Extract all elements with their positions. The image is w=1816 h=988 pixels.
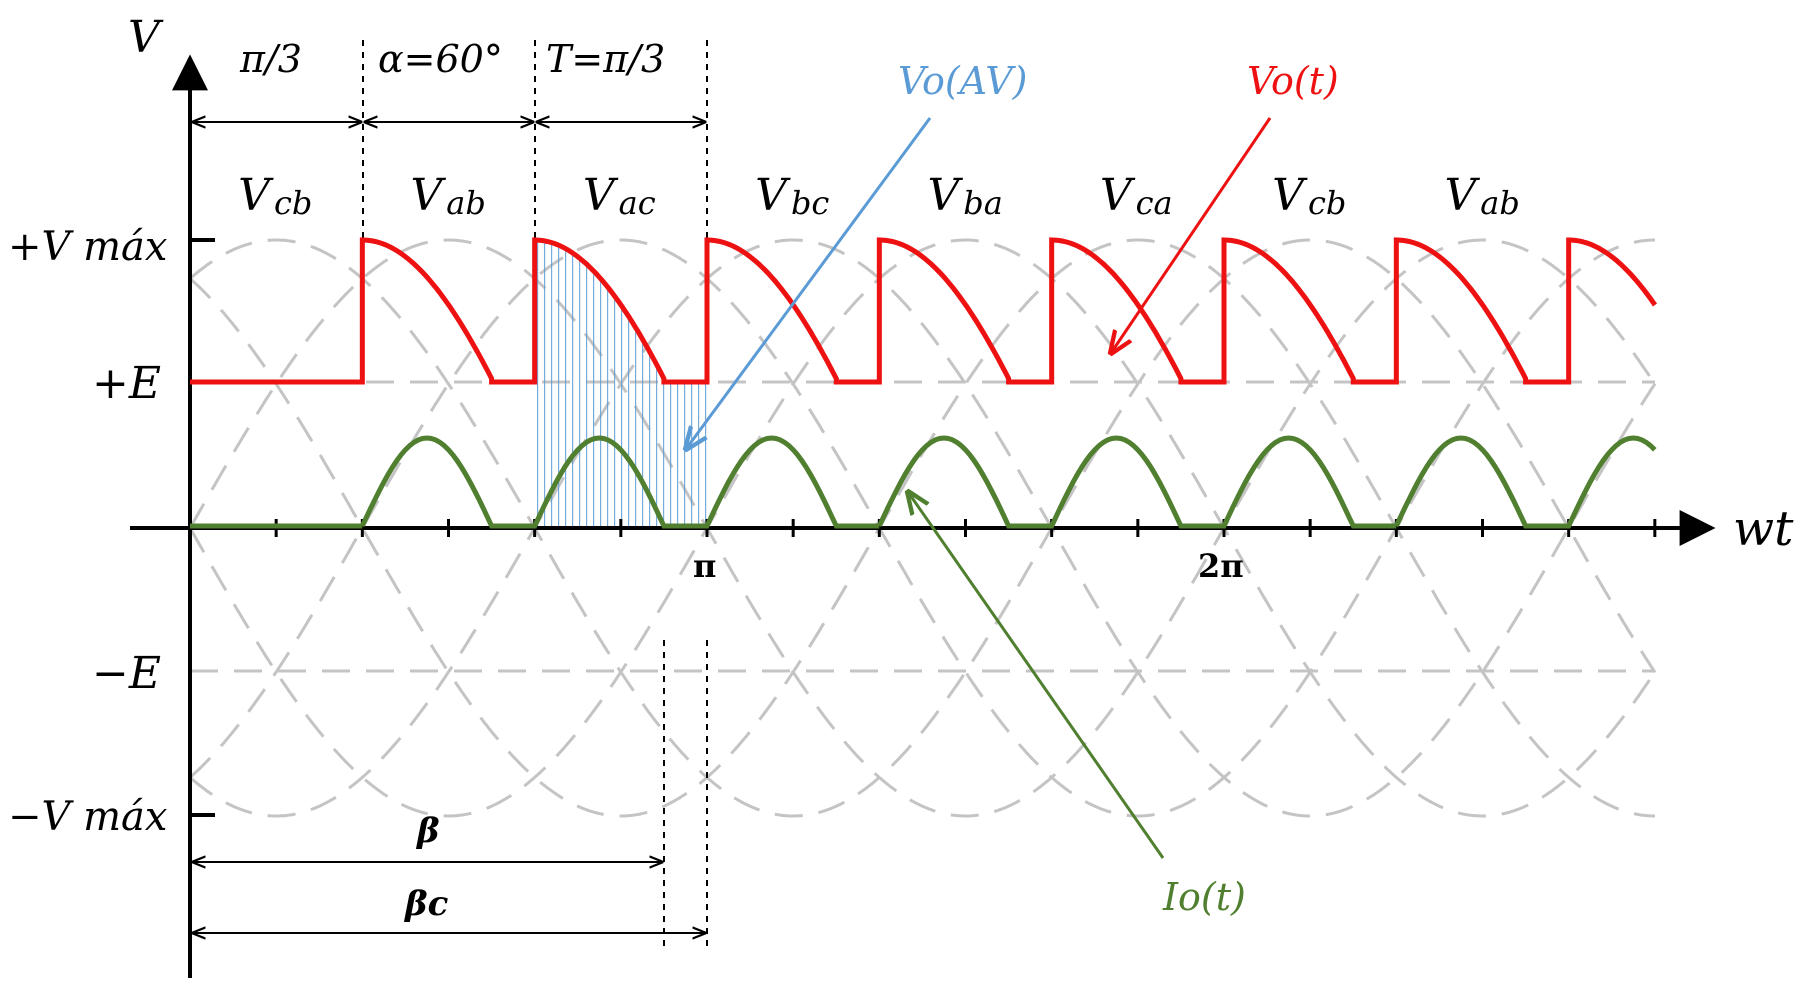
sinusoid-4 <box>188 238 1657 818</box>
sinusoid-3 <box>189 238 1657 818</box>
vmax-pos-label: +V máx <box>8 224 167 270</box>
vo-av-pointer <box>686 117 932 449</box>
vo-av-label: Vo(AV) <box>898 59 1027 103</box>
pi-tick-label: π <box>693 547 716 585</box>
sinusoid-1 <box>188 238 1657 818</box>
y-axis-label: V <box>128 12 164 63</box>
e-pos-label: +E <box>92 358 161 409</box>
vmax-neg-label: −V máx <box>8 794 167 840</box>
io-t-label: Io(t) <box>1162 875 1246 919</box>
two-pi-tick-label: 2π <box>1198 547 1244 585</box>
e-neg-label: −E <box>92 648 161 699</box>
vo-t-pointer <box>1111 117 1272 353</box>
interval-conduction-label: T=π/3 <box>546 37 665 81</box>
interval-alpha-label: α=60° <box>378 37 503 81</box>
beta-label: β <box>415 811 440 851</box>
sinusoid-2 <box>189 238 1655 818</box>
io-t-pointer <box>908 492 1165 859</box>
beta-c-label: βc <box>403 884 449 924</box>
sinusoid-0 <box>189 238 1657 818</box>
vo-t-label: Vo(t) <box>1247 59 1339 103</box>
output-voltage-waveform <box>190 237 1658 385</box>
interval-first-label: π/3 <box>239 37 302 81</box>
line-voltage-sinusoids <box>188 238 1657 818</box>
output-current-waveform <box>190 435 1657 529</box>
average-voltage-hatch <box>537 240 707 528</box>
x-axis-label: wt <box>1733 501 1794 557</box>
